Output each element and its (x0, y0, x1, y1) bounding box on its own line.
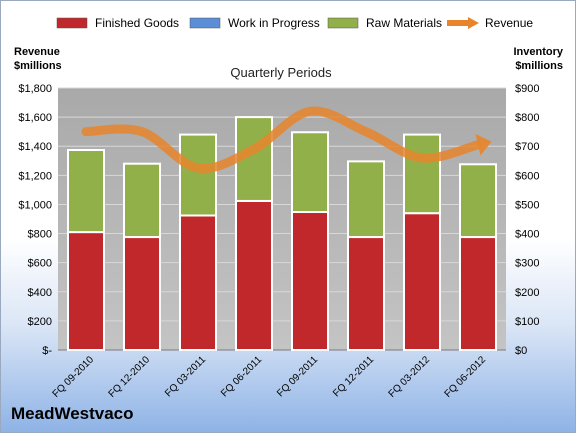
y-left-tick-label: $600 (28, 258, 52, 270)
bar-finished-goods (67, 231, 105, 352)
bar-finished-goods (347, 236, 385, 351)
legend-item-raw-materials: Raw Materials (327, 16, 442, 30)
y-left-tick-label: $1,600 (18, 112, 52, 124)
x-tick-label: FQ 12-2010 (107, 354, 153, 400)
y-right-tick-label: $500 (515, 199, 539, 211)
revenue-series-line (81, 106, 483, 173)
legend-swatch (327, 17, 359, 29)
bar-finished-goods (235, 199, 273, 351)
bar-raw-materials (347, 160, 385, 239)
legend-label: Work in Progress (228, 16, 320, 30)
y-right-tick-label: $300 (515, 258, 539, 270)
y-right-tick-label: $400 (515, 229, 539, 241)
x-tick-label: FQ 06-2012 (443, 354, 489, 400)
legend-label: Raw Materials (366, 16, 442, 30)
y-left-tick-label: $200 (28, 316, 52, 328)
revenue-line (81, 106, 492, 173)
bar-raw-materials (403, 133, 441, 215)
bar-finished-goods (291, 211, 329, 351)
legend-label: Revenue (485, 16, 533, 30)
bar-raw-materials (67, 149, 105, 234)
y-left-tick-label: $400 (28, 287, 52, 299)
x-tick-label: FQ 09-2010 (51, 354, 97, 400)
y-axis-right-ticks: $0 $100 $200 $300 $400 $500 $600 $700 $800 $900 (515, 83, 539, 357)
y-axis-right-label: Inventory $millions (513, 46, 563, 72)
bar-finished-goods (403, 212, 441, 351)
x-tick-label: FQ 12-2011 (331, 354, 376, 399)
y-right-tick-label: $200 (515, 287, 539, 299)
y-left-tick-label: $1,400 (18, 141, 52, 153)
x-tick-label: FQ 03-2011 (163, 354, 208, 399)
y-left-tick-label: $1,200 (18, 170, 52, 182)
y-right-tick-label: $0 (515, 345, 527, 357)
x-tick-label: FQ 03-2012 (387, 354, 433, 400)
y-right-tick-label: $800 (515, 112, 539, 124)
x-axis-ticks: FQ 09-2010 FQ 12-2010 FQ 03-2011 FQ 06-2011… (51, 354, 489, 400)
legend-item-work-in-progress: Work in Progress (189, 16, 320, 30)
y-left-tick-label: $- (42, 345, 52, 357)
legend-swatch (189, 17, 221, 29)
bar-raw-materials (179, 133, 217, 217)
y-left-tick-label: $1,800 (18, 83, 52, 95)
legend-item-revenue: Revenue (447, 16, 533, 30)
company-name: MeadWestvaco (11, 404, 134, 423)
legend-item-finished-goods: Finished Goods (56, 16, 179, 30)
bar-finished-goods (123, 236, 161, 351)
y-axis-left-label: Revenue $millions (14, 46, 62, 72)
legend-swatch-arrow (468, 17, 479, 29)
bar-finished-goods (459, 236, 497, 351)
bar-raw-materials (123, 162, 161, 239)
legend-swatch (56, 17, 88, 29)
y-left-tick-label: $1,000 (18, 199, 52, 211)
legend-label: Finished Goods (95, 16, 179, 30)
y-right-tick-label: $600 (515, 170, 539, 182)
y-right-tick-label: $700 (515, 141, 539, 153)
revenue-arrowhead (475, 134, 492, 156)
y-right-tick-label: $900 (515, 83, 539, 95)
y-left-tick-label: $800 (28, 229, 52, 241)
y-right-tick-label: $100 (515, 316, 539, 328)
legend: Finished Goods Work in Progress Raw Materi… (56, 16, 533, 30)
chart-title: Quarterly Periods (230, 65, 332, 80)
x-tick-label: FQ 09-2011 (275, 354, 320, 399)
bar-raw-materials (291, 131, 329, 214)
x-tick-label: FQ 06-2011 (219, 354, 264, 399)
y-axis-left-ticks: $- $200 $400 $600 $800 $1,000 $1,200 $1,400 $1,6… (18, 83, 52, 357)
bar-raw-materials (459, 163, 497, 239)
bar-finished-goods (179, 214, 217, 351)
